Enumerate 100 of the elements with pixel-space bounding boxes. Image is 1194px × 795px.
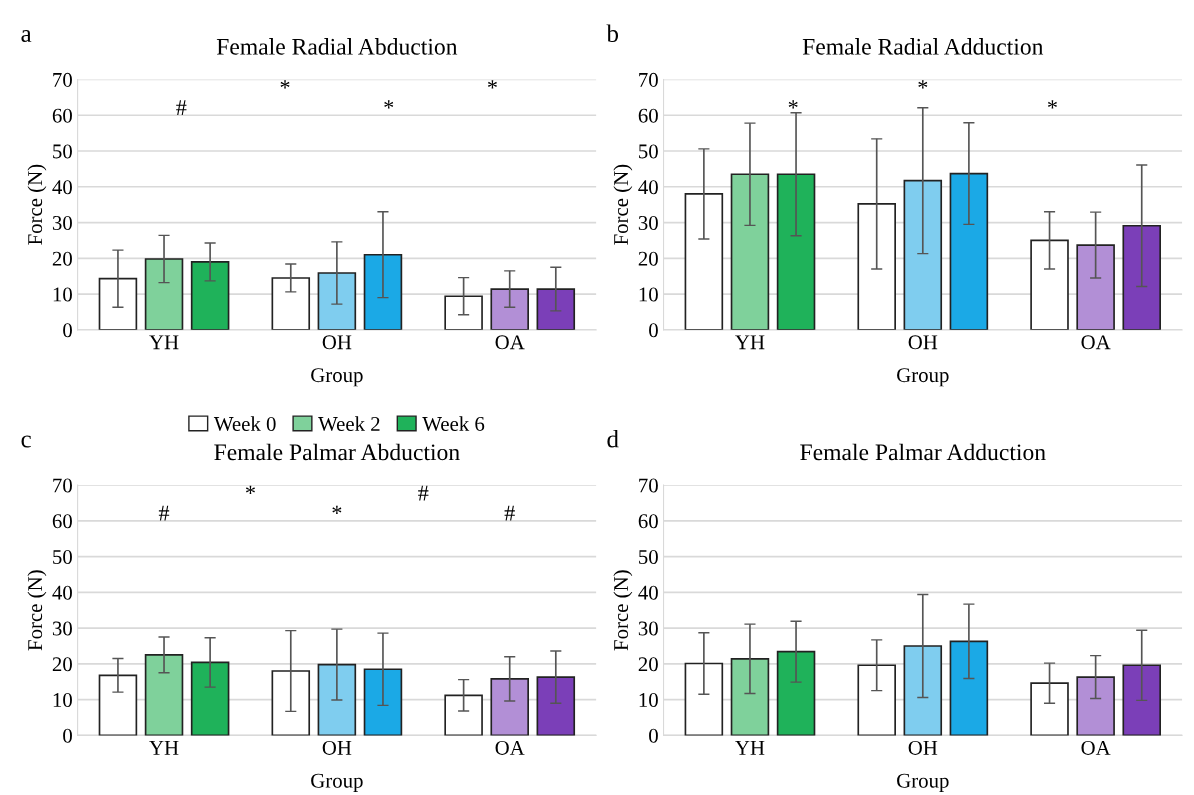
- bar: [1030, 239, 1069, 330]
- y-tick-label: 10: [639, 287, 658, 302]
- y-tick-label: 40: [638, 585, 658, 600]
- x-tick-label: OH: [908, 740, 938, 755]
- y-tick-label: 60: [52, 514, 72, 529]
- x-tick-label: YH: [735, 335, 765, 350]
- chart-title: Female Palmar Adduction: [800, 443, 1046, 461]
- bar: [144, 258, 184, 330]
- y-tick-label: 30: [52, 621, 72, 636]
- bar: [1030, 682, 1069, 736]
- annotation: *: [1047, 100, 1057, 109]
- chart-title: Female Palmar Abduction: [214, 443, 460, 461]
- text: d: [607, 429, 619, 448]
- y-tick-label: 20: [638, 251, 658, 266]
- bar: [857, 203, 896, 330]
- bar: [1122, 224, 1162, 330]
- bar: [949, 172, 989, 330]
- annotation: #: [418, 485, 429, 501]
- x-axis-title: Group: [311, 368, 363, 387]
- bar: [490, 678, 529, 736]
- bar: [536, 676, 576, 736]
- y-tick-label: 20: [52, 251, 72, 266]
- y-tick-label: 0: [649, 323, 658, 338]
- y-tick-label: 20: [52, 657, 72, 672]
- x-tick-label: OA: [495, 335, 525, 350]
- bar: [730, 658, 770, 736]
- x-axis-title: Group: [311, 773, 363, 792]
- x-axis-title: Group: [897, 368, 949, 387]
- text: b: [606, 24, 619, 43]
- annotation: *: [332, 505, 342, 515]
- y-tick-label: 60: [638, 108, 658, 123]
- y-tick-label: 50: [639, 144, 658, 159]
- x-tick-label: OH: [908, 335, 938, 350]
- x-tick-label: OH: [322, 335, 352, 350]
- y-tick-label: 70: [53, 478, 72, 493]
- y-tick-label: 0: [649, 728, 658, 743]
- bar: [949, 640, 989, 736]
- y-axis-title: Force (N): [27, 570, 47, 651]
- bar: [317, 272, 357, 330]
- y-tick-label: 50: [53, 549, 72, 564]
- bar: [363, 253, 403, 330]
- y-tick-label: 50: [639, 549, 658, 564]
- y-tick-label: 10: [639, 692, 658, 708]
- bar: [730, 173, 770, 330]
- annotation: #: [158, 505, 170, 521]
- y-tick-label: 40: [638, 180, 658, 195]
- legend-label: Week 0: [213, 416, 276, 432]
- x-tick-label: OA: [1081, 740, 1111, 755]
- bar: [363, 668, 403, 736]
- bar: [98, 277, 138, 330]
- annotation: *: [245, 485, 255, 494]
- y-axis-title: Force (N): [27, 164, 47, 245]
- bar: [903, 645, 943, 736]
- bar: [444, 295, 483, 330]
- y-tick-label: 0: [63, 323, 72, 338]
- text: c: [21, 435, 31, 448]
- bar: [271, 277, 311, 330]
- y-tick-label: 0: [63, 728, 72, 743]
- bar: [776, 650, 816, 736]
- bar: [1122, 664, 1162, 736]
- bar: [903, 179, 943, 330]
- bar: [317, 663, 357, 736]
- y-axis-title: Force (N): [613, 164, 633, 245]
- annotation: *: [384, 100, 394, 109]
- annotation: *: [280, 80, 290, 89]
- annotation: *: [487, 80, 497, 89]
- y-tick-label: 40: [52, 585, 72, 600]
- bar: [776, 173, 816, 330]
- bar: [1076, 676, 1115, 736]
- y-tick-label: 30: [638, 215, 658, 230]
- text: a: [21, 30, 32, 43]
- y-tick-label: 70: [53, 72, 72, 87]
- bar: [444, 694, 483, 736]
- y-axis-title: Force (N): [613, 570, 633, 651]
- y-tick-label: 30: [638, 621, 658, 636]
- bar: [684, 193, 724, 330]
- annotation: *: [918, 80, 928, 89]
- bar: [684, 662, 724, 736]
- bar: [190, 661, 230, 736]
- x-tick-label: YH: [149, 741, 179, 755]
- x-axis-title: Group: [897, 773, 949, 792]
- x-tick-label: OH: [322, 740, 352, 755]
- y-tick-label: 70: [639, 72, 658, 87]
- y-tick-label: 60: [638, 514, 658, 529]
- bar: [190, 261, 230, 330]
- y-tick-label: 60: [52, 108, 72, 123]
- y-tick-label: 10: [53, 287, 72, 302]
- bar: [490, 288, 529, 330]
- bar: [857, 664, 896, 736]
- bar: [98, 674, 138, 736]
- bar: [144, 654, 184, 736]
- x-tick-label: YH: [149, 335, 179, 350]
- bar: [1076, 244, 1115, 330]
- legend-label: Week 6: [422, 416, 485, 432]
- legend-label: Week 2: [318, 416, 380, 432]
- annotation: *: [788, 100, 798, 109]
- y-tick-label: 40: [52, 180, 72, 195]
- y-tick-label: 30: [52, 215, 72, 230]
- bar: [271, 670, 311, 736]
- annotation: #: [176, 100, 187, 115]
